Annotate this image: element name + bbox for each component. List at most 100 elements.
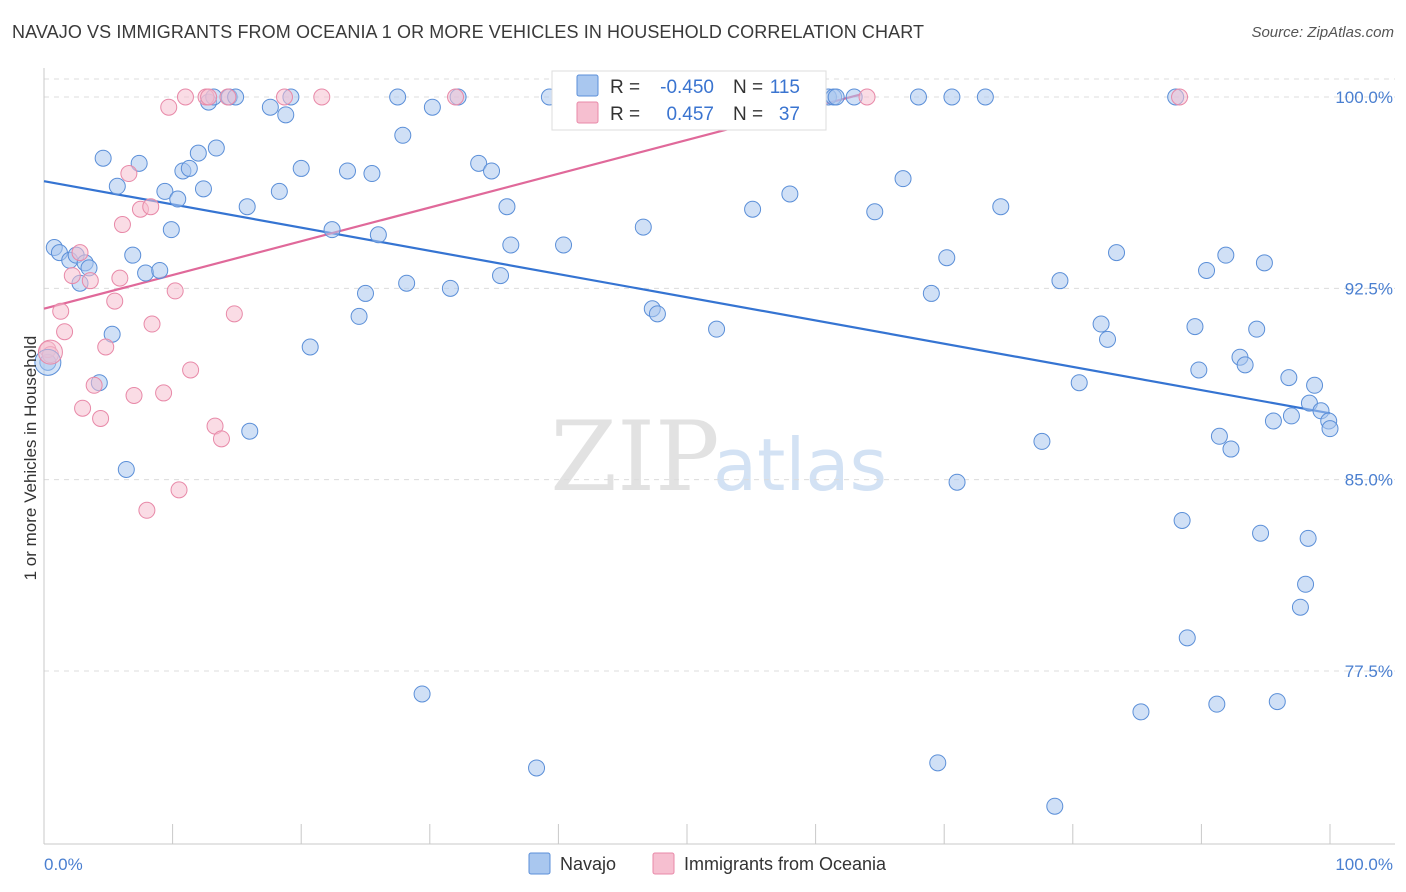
navajo-point [1299, 529, 1317, 547]
oceania-point [143, 315, 161, 333]
navajo-point [117, 460, 135, 478]
navajo-trend-line [43, 180, 1331, 415]
navajo-point [1248, 320, 1266, 338]
oceania-point [142, 198, 160, 216]
navajo-point [1092, 315, 1110, 333]
chart-title: NAVAJO VS IMMIGRANTS FROM OCEANIA 1 OR M… [12, 22, 925, 42]
y-axis-label: 1 or more Vehicles in Household [21, 336, 40, 581]
navajo-point [350, 307, 368, 325]
navajo-point [1033, 432, 1051, 450]
oceania-point [74, 399, 92, 417]
zipatlas-watermark: ZIP atlas [550, 401, 887, 513]
navajo-point [992, 198, 1010, 216]
navajo-point [708, 320, 726, 338]
y-tick-label: 100.0% [1335, 88, 1393, 107]
navajo-point [130, 154, 148, 172]
navajo-point [502, 236, 520, 254]
oceania-point [113, 216, 131, 234]
navajo-point [151, 261, 169, 279]
navajo-point [423, 98, 441, 116]
navajo-point [827, 88, 845, 106]
navajo-point [1190, 361, 1208, 379]
oceania-point [56, 323, 74, 341]
oceania-point [858, 88, 876, 106]
navajo-point [137, 264, 155, 282]
navajo-point [1321, 420, 1339, 438]
navajo-point [394, 126, 412, 144]
navajo-point [94, 149, 112, 167]
navajo-point [555, 236, 573, 254]
oceania-point [225, 305, 243, 323]
navajo-point [338, 162, 356, 180]
navajo-point [1268, 693, 1286, 711]
x-tick-right: 100.0% [1335, 855, 1393, 874]
oceania-point [63, 267, 81, 285]
navajo-point [1222, 440, 1240, 458]
oceania-point [106, 292, 124, 310]
stats-navajo-swatch [576, 74, 599, 97]
navajo-point [470, 154, 488, 172]
oceania-point [92, 409, 110, 427]
stats-navajo-n-label: N = [733, 77, 763, 98]
watermark-atlas: atlas [713, 423, 887, 507]
navajo-point [1178, 629, 1196, 647]
oceania-point [155, 384, 173, 402]
navajo-point [238, 198, 256, 216]
navajo-point [441, 279, 459, 297]
navajo-point [1108, 244, 1126, 262]
navajo-point [909, 88, 927, 106]
navajo-point [1070, 374, 1088, 392]
stats-oceania-r-value: 0.457 [666, 104, 714, 125]
oceania-point [166, 282, 184, 300]
stats-navajo-n-value: 115 [770, 77, 800, 98]
oceania-point [81, 272, 99, 290]
oceania-point [275, 88, 293, 106]
axes [43, 68, 1395, 845]
oceania-point [200, 88, 218, 106]
oceania-point [219, 88, 237, 106]
legend-navajo-swatch [528, 852, 551, 875]
navajo-point [929, 754, 947, 772]
stats-oceania-n-value: 37 [779, 104, 800, 125]
stats-navajo-r-value: -0.450 [660, 77, 714, 98]
navajo-point [744, 200, 762, 218]
stats-legend: R = -0.450 N = 115 R = 0.457 N = 37 [551, 70, 827, 131]
navajo-point [1198, 261, 1216, 279]
oceania-point [160, 98, 178, 116]
navajo-point [1236, 356, 1254, 374]
navajo-point [1282, 407, 1300, 425]
gridlines: 100.0% 92.5% 85.0% 77.5% [44, 78, 1395, 681]
navajo-point [241, 422, 259, 440]
navajo-point [1046, 797, 1064, 815]
navajo-point [169, 190, 187, 208]
navajo-point [1280, 369, 1298, 387]
navajo-point [389, 88, 407, 106]
navajo-point [363, 165, 381, 183]
legend-oceania-label: Immigrants from Oceania [684, 854, 887, 874]
navajo-point [1210, 427, 1228, 445]
stats-oceania-n-label: N = [733, 104, 763, 125]
source-attribution: Source: ZipAtlas.com [1251, 24, 1394, 41]
data-points [34, 88, 1339, 815]
navajo-point [1252, 524, 1270, 542]
bottom-legend: Navajo Immigrants from Oceania [528, 852, 887, 875]
oceania-point [170, 481, 188, 499]
oceania-point [52, 302, 70, 320]
oceania-point [125, 386, 143, 404]
navajo-point [483, 162, 501, 180]
navajo-point [976, 88, 994, 106]
navajo-point [492, 267, 510, 285]
navajo-point [108, 177, 126, 195]
oceania-point [97, 338, 115, 356]
navajo-point [1291, 598, 1309, 616]
navajo-point [301, 338, 319, 356]
navajo-point [357, 284, 374, 302]
x-tick-left: 0.0% [44, 855, 83, 874]
navajo-point [156, 182, 174, 200]
trend-lines [43, 93, 1331, 415]
oceania-point [182, 361, 200, 379]
y-tick-label: 77.5% [1345, 662, 1393, 681]
y-tick-label: 92.5% [1345, 279, 1393, 298]
navajo-point [323, 221, 341, 239]
